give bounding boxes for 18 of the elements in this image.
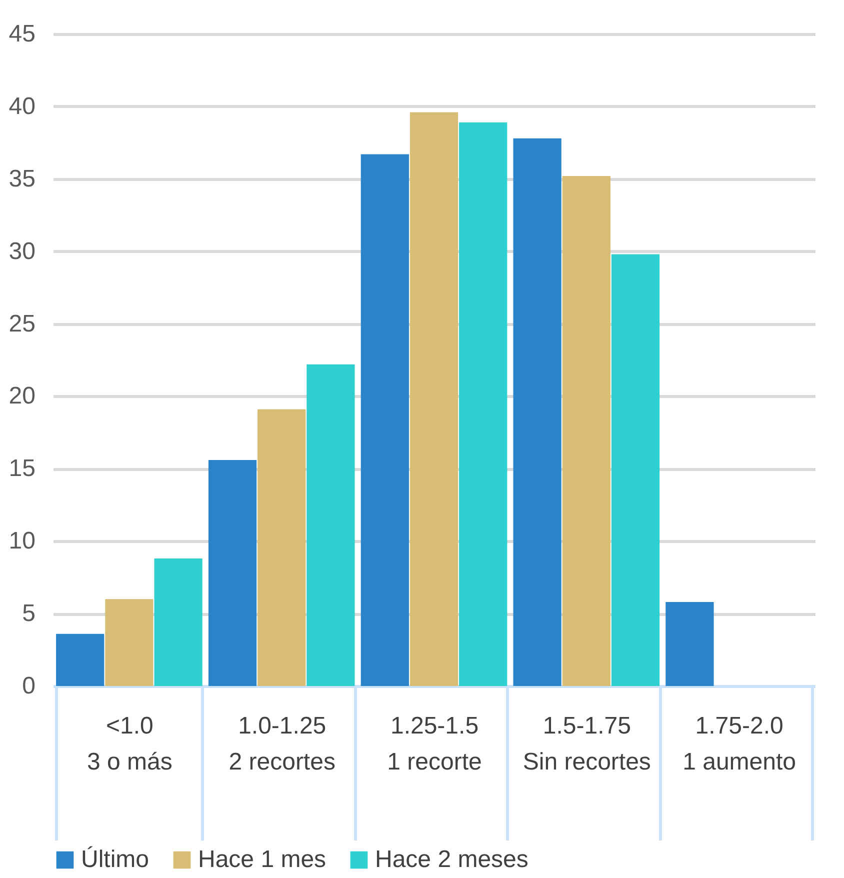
x-tick-label: 1.25-1.5 1 recorte — [387, 712, 482, 776]
y-tick-label: 45 — [8, 20, 36, 48]
y-tick-label: 10 — [8, 528, 36, 555]
y-tick-label: 15 — [8, 455, 36, 482]
x-tick-label: 1.75-2.0 1 aumento — [682, 712, 796, 776]
x-tick-label: <1.0 3 o más — [87, 712, 172, 776]
y-tick-label: 40 — [8, 92, 36, 120]
y-tick-label: 30 — [8, 238, 36, 265]
y-tick-label: 0 — [22, 672, 36, 700]
legend-label: Hace 2 meses — [375, 846, 528, 873]
legend-label: Último — [81, 846, 150, 873]
x-tick-label: 1.5-1.75 Sin recortes — [522, 712, 651, 776]
y-tick-label: 20 — [8, 382, 36, 410]
legend-label: Hace 1 mes — [198, 846, 326, 873]
x-tick-label: 1.0-1.25 2 recortes — [228, 712, 336, 776]
y-tick-label: 35 — [8, 165, 36, 192]
y-tick-label: 25 — [8, 310, 36, 338]
y-tick-label: 5 — [22, 600, 36, 628]
